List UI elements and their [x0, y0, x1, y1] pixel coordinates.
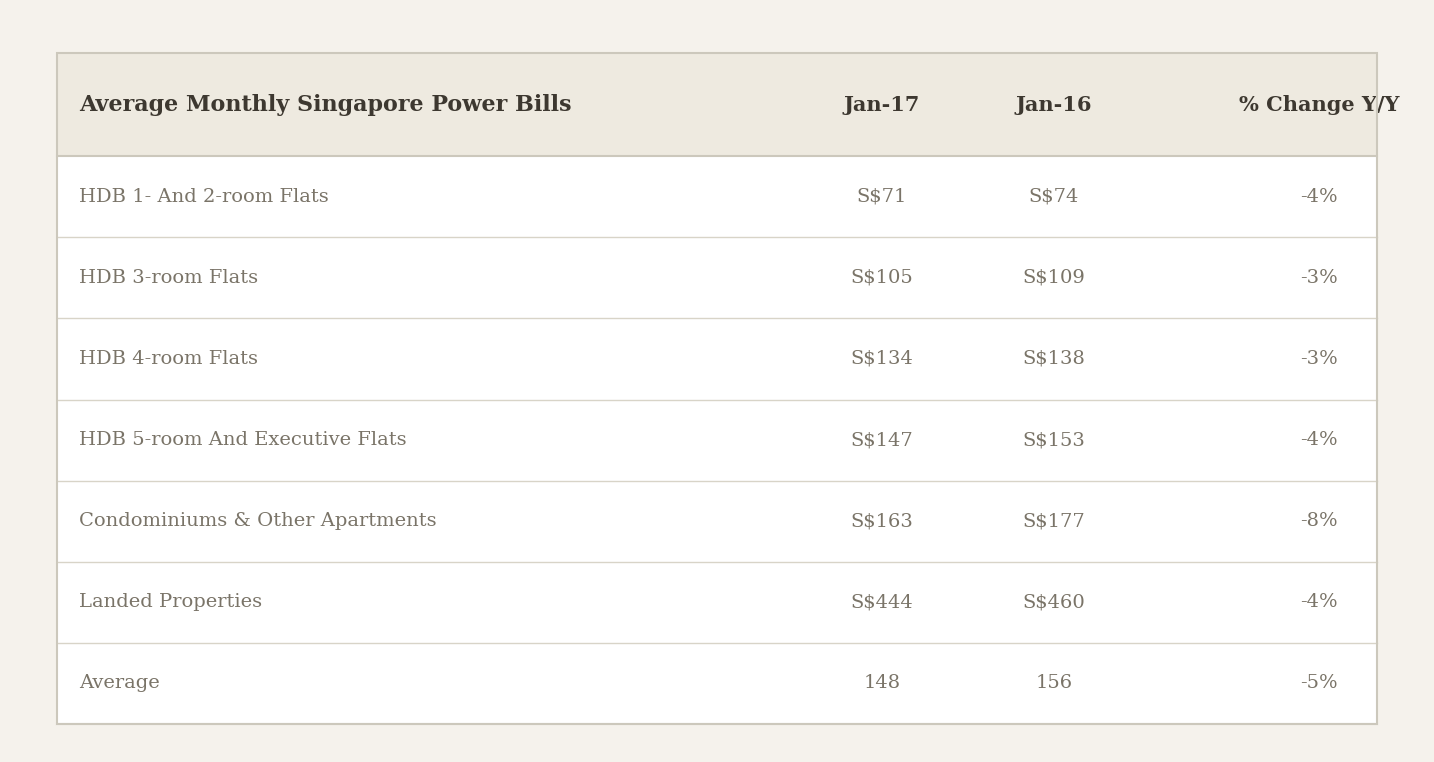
Text: % Change Y/Y: % Change Y/Y	[1239, 94, 1400, 115]
Text: -4%: -4%	[1301, 187, 1338, 206]
Text: Average Monthly Singapore Power Bills: Average Monthly Singapore Power Bills	[79, 94, 571, 116]
Text: HDB 1- And 2-room Flats: HDB 1- And 2-room Flats	[79, 187, 328, 206]
Text: -4%: -4%	[1301, 431, 1338, 449]
Text: S$444: S$444	[850, 594, 913, 611]
Bar	[57, 319, 1377, 399]
Text: -3%: -3%	[1301, 350, 1338, 368]
Text: Jan-16: Jan-16	[1015, 94, 1093, 115]
Text: S$74: S$74	[1028, 187, 1080, 206]
Text: Average: Average	[79, 674, 159, 693]
Text: HDB 4-room Flats: HDB 4-room Flats	[79, 350, 258, 368]
Text: S$153: S$153	[1022, 431, 1086, 449]
Text: Condominiums & Other Apartments: Condominiums & Other Apartments	[79, 512, 436, 530]
Bar	[57, 399, 1377, 481]
Text: -8%: -8%	[1301, 512, 1338, 530]
Text: 156: 156	[1035, 674, 1073, 693]
Text: S$177: S$177	[1022, 512, 1086, 530]
Text: S$71: S$71	[856, 187, 908, 206]
Text: S$134: S$134	[850, 350, 913, 368]
Bar	[57, 156, 1377, 237]
Text: -4%: -4%	[1301, 594, 1338, 611]
Bar	[57, 237, 1377, 319]
Text: -5%: -5%	[1301, 674, 1338, 693]
Text: S$138: S$138	[1022, 350, 1086, 368]
Bar	[57, 53, 1377, 156]
Text: 148: 148	[863, 674, 901, 693]
Bar	[57, 562, 1377, 643]
Text: S$109: S$109	[1022, 269, 1086, 287]
Text: Jan-17: Jan-17	[843, 94, 921, 115]
Text: S$147: S$147	[850, 431, 913, 449]
Text: S$105: S$105	[850, 269, 913, 287]
Text: Landed Properties: Landed Properties	[79, 594, 262, 611]
Text: HDB 3-room Flats: HDB 3-room Flats	[79, 269, 258, 287]
Bar	[57, 481, 1377, 562]
Text: S$163: S$163	[850, 512, 913, 530]
Text: S$460: S$460	[1022, 594, 1086, 611]
Text: -3%: -3%	[1301, 269, 1338, 287]
Text: HDB 5-room And Executive Flats: HDB 5-room And Executive Flats	[79, 431, 406, 449]
Bar	[57, 643, 1377, 724]
